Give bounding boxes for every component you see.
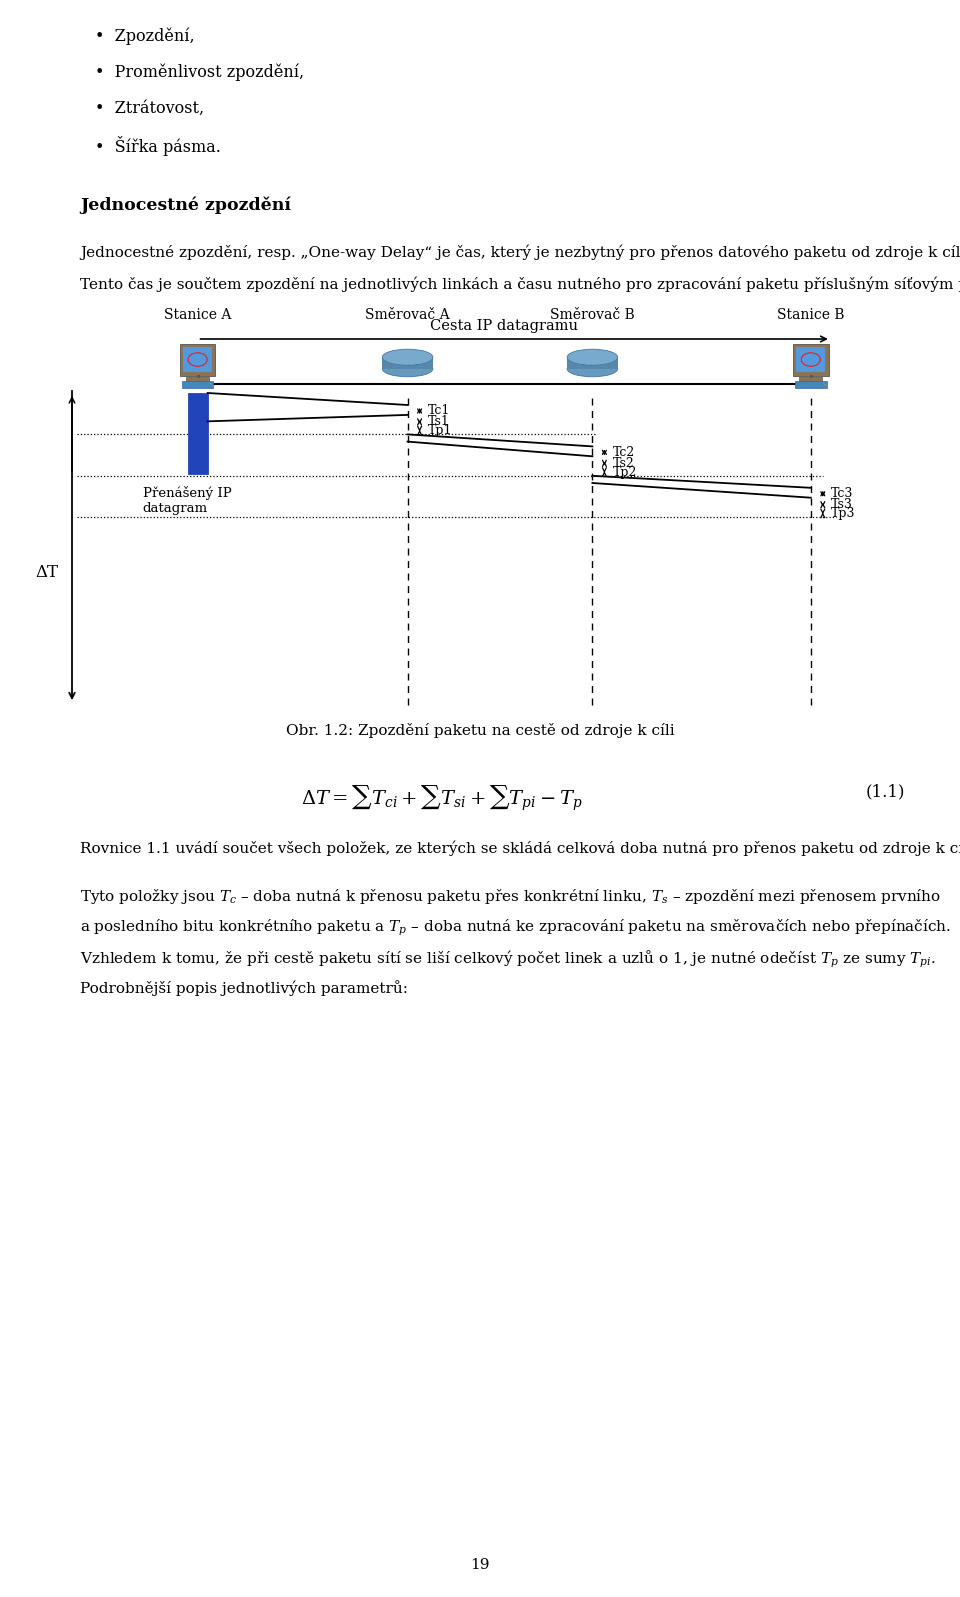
- Text: •  Ztrátovost,: • Ztrátovost,: [95, 101, 204, 117]
- Text: Tyto položky jsou $T_c$ – doba nutná k přenosu paketu přes konkrétní linku, $T_s: Tyto položky jsou $T_c$ – doba nutná k p…: [80, 886, 941, 905]
- Bar: [180, 343, 215, 375]
- Bar: [800, 377, 823, 382]
- Text: Směrovač A: Směrovač A: [366, 308, 450, 323]
- Bar: [793, 343, 828, 375]
- Text: Vzhledem k tomu, že při cestě paketu sítí se liší celkový počet linek a uzlů o 1: Vzhledem k tomu, že při cestě paketu sít…: [80, 949, 936, 971]
- Ellipse shape: [567, 361, 617, 377]
- Text: Obr. 1.2: Zpozdění paketu na cestě od zdroje k cíli: Obr. 1.2: Zpozdění paketu na cestě od zd…: [286, 723, 674, 738]
- Text: •  Zpozdění,: • Zpozdění,: [95, 29, 195, 45]
- Text: Cesta IP datagramu: Cesta IP datagramu: [430, 319, 578, 334]
- Text: Ts3: Ts3: [830, 498, 852, 511]
- Text: 19: 19: [470, 1559, 490, 1571]
- Text: Tc2: Tc2: [612, 446, 635, 458]
- Bar: [567, 358, 617, 369]
- Text: Podrobnější popis jednotlivých parametrů:: Podrobnější popis jednotlivých parametrů…: [80, 981, 408, 997]
- Ellipse shape: [567, 350, 617, 366]
- Text: Ts1: Ts1: [427, 415, 449, 428]
- Bar: [183, 347, 212, 372]
- Text: ΔT: ΔT: [36, 564, 59, 581]
- Bar: [187, 393, 207, 474]
- Text: Ts2: Ts2: [612, 457, 635, 470]
- Text: Tc3: Tc3: [830, 487, 853, 500]
- Text: Tento čas je součtem zpozdění na jednotlivých linkách a času nutného pro zpracov: Tento čas je součtem zpozdění na jednotl…: [80, 276, 960, 292]
- Text: Tp3: Tp3: [830, 506, 855, 521]
- Text: Rovnice 1.1 uvádí součet všech položek, ze kterých se skládá celková doba nutná : Rovnice 1.1 uvádí součet všech položek, …: [80, 842, 960, 856]
- Text: Tc1: Tc1: [427, 404, 450, 417]
- Text: Stanice B: Stanice B: [777, 308, 845, 323]
- Text: Tp1: Tp1: [427, 425, 452, 438]
- Text: (1.1): (1.1): [866, 783, 905, 800]
- Bar: [186, 377, 209, 382]
- Text: $\Delta T = \sum T_{ci} + \sum T_{si} + \sum T_{pi} - T_p$: $\Delta T = \sum T_{ci} + \sum T_{si} + …: [300, 783, 583, 811]
- Text: Jednocestné zpozdění, resp. „One-way Delay“ je čas, který je nezbytný pro přenos: Jednocestné zpozdění, resp. „One-way Del…: [80, 244, 960, 260]
- Bar: [796, 347, 826, 372]
- Bar: [795, 382, 827, 388]
- Bar: [382, 358, 433, 369]
- Text: •  Proměnlivost zpozdění,: • Proměnlivost zpozdění,: [95, 64, 304, 81]
- Text: •  Šířka pásma.: • Šířka pásma.: [95, 136, 221, 157]
- Text: a posledního bitu konkrétního paketu a $T_p$ – doba nutná ke zpracování paketu n: a posledního bitu konkrétního paketu a $…: [80, 918, 951, 939]
- Text: Přenášený IP
datagram: Přenášený IP datagram: [143, 485, 231, 514]
- Ellipse shape: [382, 350, 433, 366]
- Bar: [181, 382, 213, 388]
- Ellipse shape: [382, 361, 433, 377]
- Text: Stanice A: Stanice A: [164, 308, 231, 323]
- Text: Tp2: Tp2: [612, 466, 636, 479]
- Text: Jednocestné zpozdění: Jednocestné zpozdění: [80, 196, 291, 214]
- Text: Směrovač B: Směrovač B: [550, 308, 635, 323]
